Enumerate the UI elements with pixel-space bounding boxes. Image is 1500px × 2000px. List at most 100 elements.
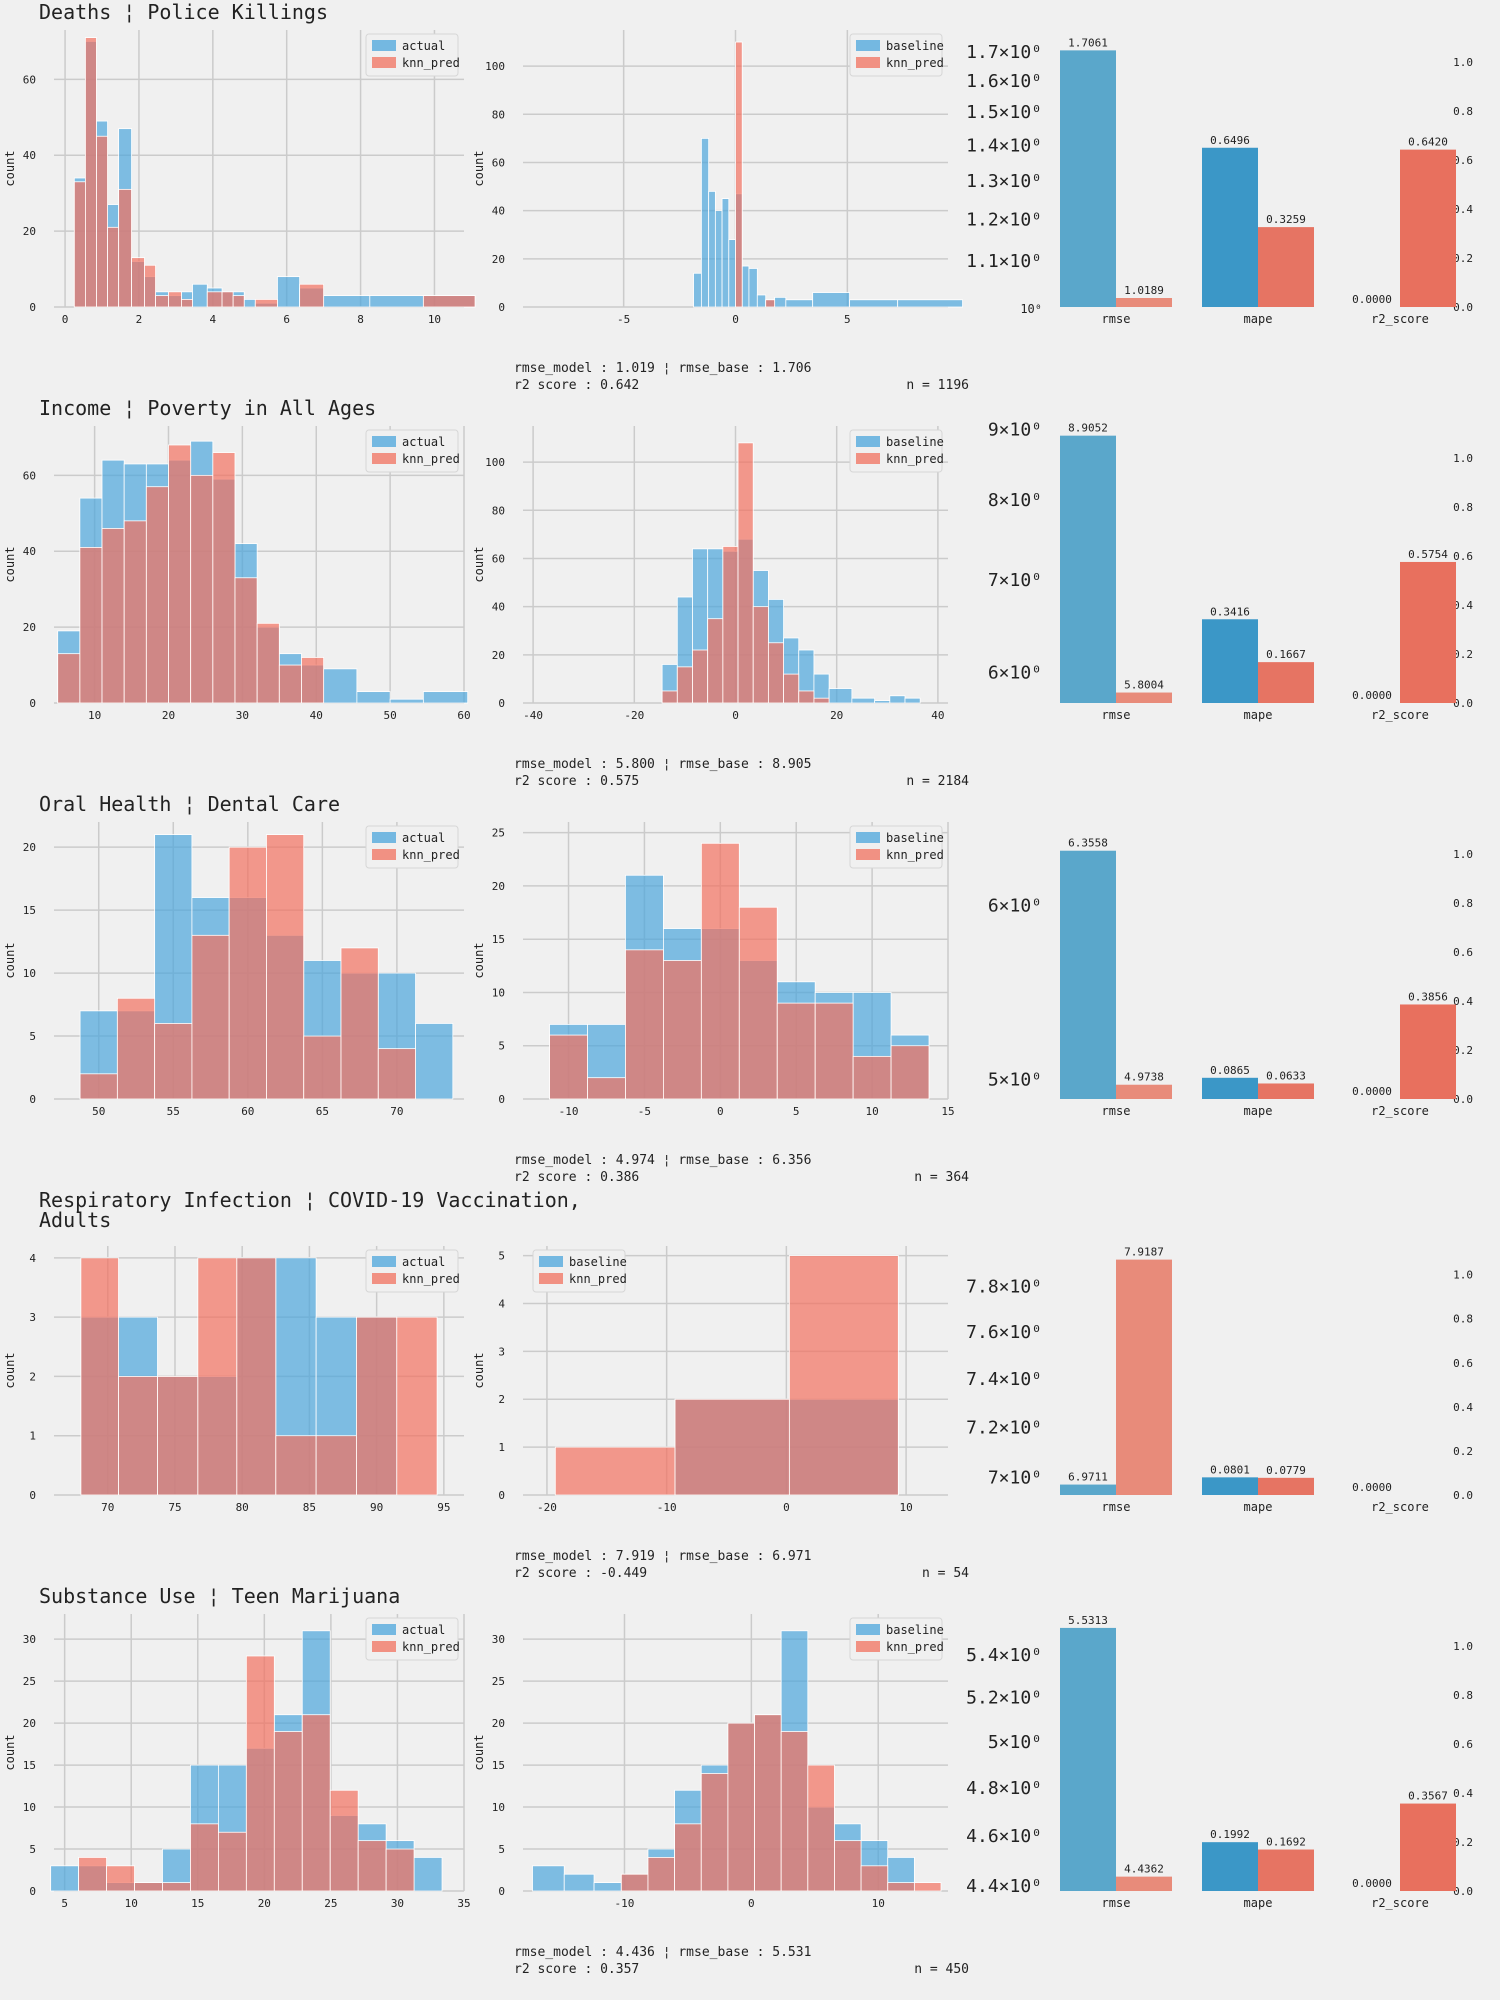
right-tick-label: 0.2: [1453, 1044, 1473, 1057]
histogram-bar: [385, 1848, 415, 1892]
log-tick-label: 1.4×10⁰: [966, 135, 1042, 156]
log-tick-label: 9×10⁰: [988, 419, 1042, 440]
legend-swatch: [372, 57, 396, 68]
footer-line: r2 score : 0.386: [514, 1170, 639, 1185]
panel-row: Respiratory Infection ¦ COVID-19 Vaccina…: [3, 1188, 1473, 1581]
legend-swatch: [856, 57, 880, 68]
x-tick-label: 95: [437, 1501, 450, 1514]
log-tick-label: 6×10⁰: [988, 662, 1042, 683]
histogram-bar: [554, 1446, 676, 1496]
histogram-bar: [144, 264, 156, 308]
histogram-bar: [301, 1714, 331, 1892]
metric-bar-model: [1400, 149, 1456, 307]
x-tick-label: mape: [1244, 312, 1273, 326]
histogram-bar: [275, 1435, 317, 1496]
metric-bar-baseline: [1060, 1484, 1116, 1495]
y-tick-label: 20: [23, 1717, 36, 1730]
sample-count: n = 2184: [906, 774, 969, 789]
y-tick-label: 40: [23, 545, 36, 558]
legend-label: knn_pred: [402, 848, 460, 862]
histogram-bar: [549, 1034, 588, 1100]
y-axis-label: count: [3, 942, 17, 978]
bar-value-label: 6.9711: [1068, 1471, 1108, 1484]
x-tick-label: 60: [457, 709, 470, 722]
histogram-bar: [181, 299, 193, 308]
metric-bar-baseline: [1060, 850, 1116, 1099]
histogram-bar: [700, 137, 710, 308]
metric-bar-model: [1258, 1083, 1314, 1099]
histogram-bar: [593, 1882, 622, 1892]
footer-line: r2 score : -0.449: [514, 1566, 647, 1581]
metric-bar-model: [1116, 1259, 1172, 1495]
y-tick-label: 60: [23, 73, 36, 86]
histogram-bar: [212, 452, 236, 704]
y-tick-label: 0: [29, 697, 36, 710]
x-tick-label: 20: [258, 1897, 271, 1910]
log-tick-label: 1.3×10⁰: [966, 171, 1042, 192]
y-tick-label: 60: [492, 156, 505, 169]
right-tick-label: 0.4: [1453, 1401, 1473, 1414]
y-tick-label: 3: [29, 1311, 36, 1324]
right-tick-label: 0.0: [1453, 1885, 1473, 1898]
y-tick-label: 20: [23, 621, 36, 634]
footer-line: r2 score : 0.357: [514, 1962, 639, 1977]
footer-line: rmse_model : 4.974 ¦ rmse_base : 6.356: [514, 1153, 811, 1168]
y-tick-label: 20: [492, 253, 505, 266]
right-tick-label: 0.4: [1453, 203, 1473, 216]
histogram-bar: [625, 949, 664, 1100]
panel-row: Substance Use ¦ Teen Marijuana 0 5 10 15 20 25…: [3, 1584, 1473, 1977]
bar-value-label: 0.0000: [1352, 689, 1392, 702]
x-tick-label: 5: [844, 313, 851, 326]
legend-label: actual: [402, 1255, 445, 1269]
log-tick-label: 5×10⁰: [988, 1732, 1042, 1753]
histogram-bar: [752, 606, 769, 704]
histogram-bar: [807, 1764, 835, 1892]
log-tick-label: 1.1×10⁰: [966, 251, 1042, 272]
histogram-bar: [303, 1035, 342, 1100]
histogram-bar: [389, 698, 424, 704]
x-tick-label: 6: [283, 313, 290, 326]
legend-label: actual: [402, 831, 445, 845]
x-tick-label: 70: [390, 1105, 403, 1118]
y-tick-label: 1: [29, 1430, 36, 1443]
histogram-bar: [369, 295, 424, 308]
bar-value-label: 0.1667: [1266, 648, 1306, 661]
sample-count: n = 54: [922, 1566, 969, 1581]
footer-line: rmse_model : 1.019 ¦ rmse_base : 1.706: [514, 361, 811, 376]
x-tick-label: 55: [167, 1105, 180, 1118]
bar-value-label: 5.5313: [1068, 1614, 1108, 1627]
panel-title-line: Income ¦ Poverty in All Ages: [39, 396, 376, 420]
histogram-bar: [118, 188, 132, 308]
x-tick-label: 30: [236, 709, 249, 722]
log-tick-label: 7.8×10⁰: [966, 1276, 1042, 1297]
y-tick-label: 0: [498, 1093, 505, 1106]
x-tick-label: 35: [457, 1897, 470, 1910]
x-tick-label: -20: [624, 709, 644, 722]
histogram-bar: [78, 1857, 107, 1892]
x-tick-label: rmse: [1102, 1500, 1131, 1514]
log-tick-label: 7.4×10⁰: [966, 1369, 1042, 1390]
bar-value-label: 0.1992: [1210, 1828, 1250, 1841]
x-tick-label: mape: [1244, 1104, 1273, 1118]
panel-title: Oral Health ¦ Dental Care: [39, 792, 340, 816]
histogram-bar: [168, 291, 182, 308]
log-tick-label: 8×10⁰: [988, 490, 1042, 511]
histogram-bar: [256, 622, 280, 704]
log-tick-label: 7×10⁰: [988, 570, 1042, 591]
panel-title: Substance Use ¦ Teen Marijuana: [39, 1584, 400, 1608]
histogram-bar: [874, 700, 891, 704]
log-tick-label: 5×10⁰: [988, 1070, 1042, 1091]
legend-swatch: [856, 1624, 880, 1635]
x-tick-label: 25: [324, 1897, 337, 1910]
histogram-bar: [708, 190, 716, 308]
histogram-bar: [123, 520, 147, 704]
y-tick-label: 20: [23, 225, 36, 238]
right-tick-label: 0.6: [1453, 946, 1473, 959]
y-tick-label: 30: [492, 1633, 505, 1646]
right-tick-label: 1.0: [1453, 56, 1473, 69]
legend-swatch: [372, 1641, 396, 1652]
histogram-bar: [217, 1831, 247, 1892]
metric-bar-baseline: [1060, 1627, 1116, 1891]
metric-bar-model: [1116, 692, 1172, 703]
